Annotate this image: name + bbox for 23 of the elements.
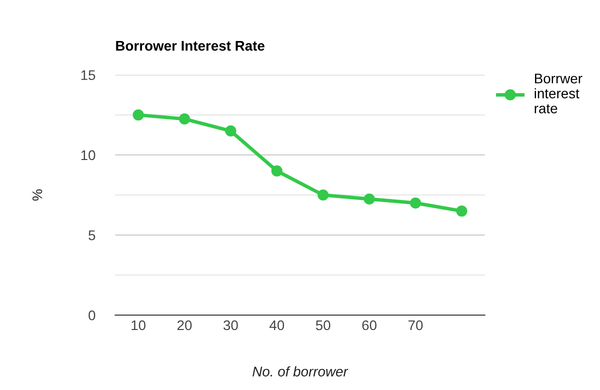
- y-tick-label: 15: [81, 70, 96, 80]
- point: [410, 197, 422, 209]
- y-tick-label: 5: [88, 230, 96, 240]
- point: [456, 205, 468, 217]
- y-axis-title: %: [32, 189, 42, 201]
- y-tick-label: 10: [81, 150, 96, 160]
- point: [364, 193, 375, 205]
- chart-title: Borrower Interest Rate: [116, 41, 264, 51]
- x-tick-label: 20: [177, 320, 192, 330]
- point: [271, 165, 282, 177]
- y-tick-label: 0: [88, 310, 96, 320]
- x-tick-label: 40: [269, 320, 284, 330]
- point: [225, 125, 236, 136]
- x-tick-label: 60: [362, 320, 376, 330]
- x-axis-title: No. of borrower: [252, 366, 348, 376]
- legend-label: Borrwer interest rate: [534, 74, 582, 114]
- x-tick-label: 70: [408, 320, 423, 330]
- point: [318, 189, 329, 201]
- point: [132, 109, 144, 120]
- x-tick-label: 30: [224, 320, 238, 330]
- x-tick-label: 50: [316, 320, 330, 330]
- x-tick-label: 10: [132, 320, 146, 330]
- point: [178, 113, 190, 124]
